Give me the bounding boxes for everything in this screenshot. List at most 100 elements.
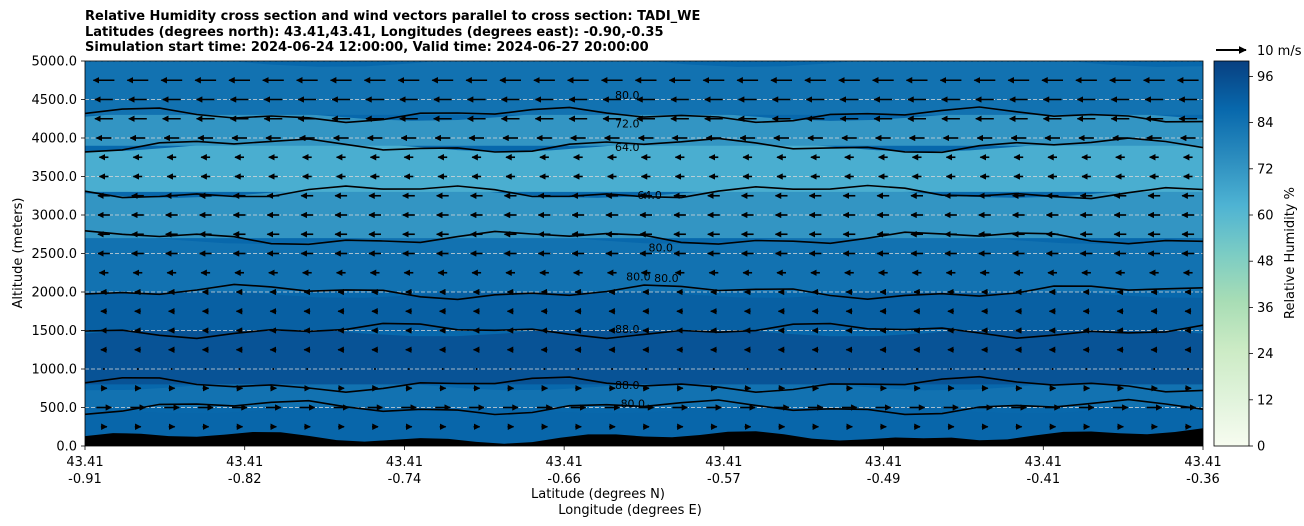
terrain-silhouette: [85, 428, 1203, 446]
y-tick-label: 3000.0: [32, 209, 78, 224]
wind-vector: [509, 368, 512, 370]
x-tick-label-lon: -0.74: [388, 472, 422, 487]
x-tick-label-lat: 43.41: [705, 455, 742, 470]
colorbar-tick-label: 60: [1257, 209, 1274, 224]
title-line-3: Simulation start time: 2024-06-24 12:00:…: [85, 40, 649, 55]
wind-vector: [272, 368, 275, 370]
colorbar-body: [1213, 60, 1250, 447]
wind-vector: [577, 368, 580, 370]
contour-label: 80.0: [626, 271, 651, 284]
wind-vector: [306, 368, 309, 370]
y-tick-label: 4000.0: [32, 132, 78, 147]
contour-line: [85, 398, 1203, 416]
colorbar-ticks: 0 12 24 36 48 60 72 84 96: [1249, 70, 1274, 455]
colorbar-tick-label: 24: [1257, 347, 1274, 362]
wind-vector: [848, 368, 851, 370]
wind-vector: [983, 368, 986, 370]
wind-vector: [1051, 368, 1054, 370]
wind-vector: [780, 368, 783, 370]
wind-vector: [170, 368, 173, 370]
humidity-band: [85, 140, 1203, 192]
plot-area: 80.072.064.064.080.080.0 80.088.088.080.0: [85, 61, 1203, 446]
contour-label: 80.0: [649, 241, 674, 254]
wind-vector: [814, 368, 817, 370]
x-tick-label-lat: 43.41: [66, 455, 103, 470]
wind-vector: [475, 368, 478, 370]
y-tick-label: 5000.0: [32, 55, 78, 70]
wind-vector: [882, 368, 885, 370]
wind-vector: [373, 368, 376, 370]
contour-label: 80.0: [615, 89, 640, 102]
wind-vector: [238, 368, 241, 370]
wind-vectors: [92, 77, 1199, 430]
humidity-band: [85, 232, 1203, 292]
x-tick-label-lat: 43.41: [386, 455, 423, 470]
contour-line: [85, 137, 1203, 154]
contour-label: 88.0: [615, 323, 640, 336]
contour-labels: 80.072.064.064.080.080.0 80.088.088.080.0: [615, 89, 679, 411]
contour-label: 64.0: [637, 189, 662, 202]
humidity-band: [85, 324, 1203, 385]
colorbar-tick-label: 0: [1257, 440, 1265, 455]
wind-vector: [746, 368, 749, 370]
wind-vector: [949, 368, 952, 370]
y-tick-label: 1500.0: [32, 324, 78, 339]
contour-label: 80.0: [654, 272, 679, 285]
title-line-2: Latitudes (degrees north): 43.41,43.41, …: [85, 24, 664, 40]
x-axis-label-lat: Latitude (degrees N): [531, 487, 665, 502]
contour-label: 88.0: [615, 379, 640, 392]
x-tick-label-lat: 43.41: [1025, 455, 1062, 470]
wind-vector: [1119, 368, 1122, 370]
wind-vector: [441, 368, 444, 370]
x-axis: 43.41 -0.91 43.41 -0.82 43.41 -0.74 43.41 -0.66…: [66, 446, 1222, 487]
wind-vector: [1187, 368, 1190, 370]
y-tick-label: 4500.0: [32, 93, 78, 108]
wind-vector: [1153, 368, 1156, 370]
y-axis-label: Altitude (meters): [11, 198, 26, 309]
humidity-band: [85, 378, 1203, 408]
x-tick-label-lat: 43.41: [865, 455, 902, 470]
x-tick-label-lon: -0.49: [867, 472, 901, 487]
wind-vector: [1017, 368, 1020, 370]
x-axis-label-lon: Longitude (degrees E): [558, 503, 702, 518]
x-tick-label-lon: -0.36: [1186, 472, 1220, 487]
humidity-band: [85, 61, 1203, 115]
x-tick-label-lon: -0.41: [1026, 472, 1060, 487]
wind-vector: [611, 368, 614, 370]
wind-vector: [102, 368, 105, 370]
x-tick-label-lon: -0.66: [547, 472, 581, 487]
y-axis: 0.0 500.0 1000.0 1500.0 2000.0 2500.0 3000.0 35…: [32, 55, 85, 455]
wind-vector: [645, 368, 647, 370]
x-tick-label-lat: 43.41: [546, 455, 583, 470]
colorbar-tick-label: 12: [1257, 393, 1274, 408]
y-tick-label: 1000.0: [32, 363, 78, 378]
wind-vector: [712, 368, 715, 370]
y-tick-label: 500.0: [40, 401, 77, 416]
colorbar-tick-label: 96: [1257, 70, 1274, 85]
x-tick-label-lon: -0.91: [68, 472, 102, 487]
wind-vector: [204, 368, 207, 370]
contour-label: 80.0: [621, 398, 646, 411]
contour-label: 64.0: [615, 141, 640, 154]
title-line-1: Relative Humidity cross section and wind…: [85, 9, 701, 24]
quiver-key-label: 10 m/s: [1257, 44, 1302, 59]
colorbar-label: Relative Humidity %: [1283, 187, 1298, 319]
x-tick-label-lat: 43.41: [226, 455, 263, 470]
y-tick-label: 2500.0: [32, 247, 78, 262]
colorbar-tick-label: 72: [1257, 162, 1274, 177]
contour-label: 72.0: [615, 117, 640, 130]
y-tick-label: 0.0: [56, 440, 77, 455]
chart-title: Relative Humidity cross section and wind…: [85, 9, 700, 56]
y-tick-label: 3500.0: [32, 170, 78, 185]
x-tick-label-lat: 43.41: [1184, 455, 1221, 470]
colorbar-tick-label: 48: [1257, 255, 1274, 270]
quiver-key: 10 m/s: [1216, 44, 1302, 59]
wind-vector: [340, 368, 343, 370]
colorbar-tick-label: 84: [1257, 116, 1274, 131]
wind-vector: [136, 368, 139, 370]
wind-vector: [543, 368, 546, 370]
wind-vector: [1085, 368, 1088, 370]
x-tick-label-lon: -0.82: [228, 472, 262, 487]
x-tick-label-lon: -0.57: [707, 472, 741, 487]
wind-vector: [916, 368, 919, 370]
